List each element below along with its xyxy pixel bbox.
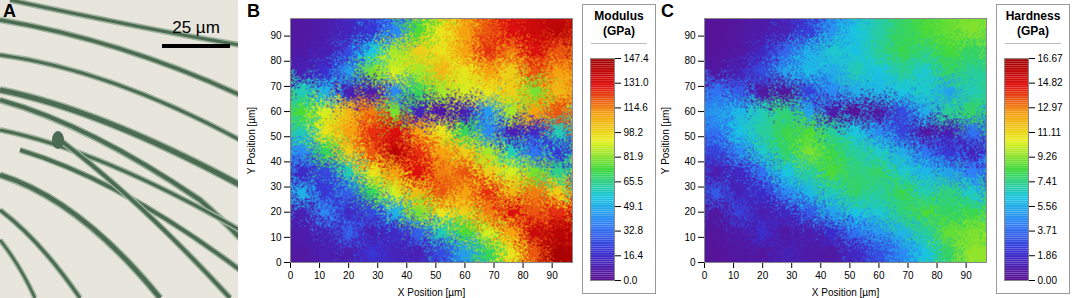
html-text:Hardness (GPa): Hardness (GPa) xyxy=(1005,9,1061,38)
svg-text:131.0: 131.0 xyxy=(624,77,649,88)
svg-text:70: 70 xyxy=(902,270,914,281)
svg-text:20: 20 xyxy=(343,270,355,281)
svg-text:40: 40 xyxy=(684,156,696,167)
svg-text:32.8: 32.8 xyxy=(624,225,644,236)
svg-text:0: 0 xyxy=(288,270,294,281)
svg-text:40: 40 xyxy=(401,270,413,281)
svg-text:25 µm: 25 µm xyxy=(172,18,220,37)
svg-text:50: 50 xyxy=(844,270,856,281)
svg-text:16.67: 16.67 xyxy=(1038,53,1063,64)
svg-text:90: 90 xyxy=(684,30,696,41)
svg-text:50: 50 xyxy=(684,131,696,142)
svg-text:40: 40 xyxy=(270,156,282,167)
svg-text:10: 10 xyxy=(684,232,696,243)
svg-text:0.00: 0.00 xyxy=(1038,275,1058,286)
svg-text:16.4: 16.4 xyxy=(624,250,644,261)
svg-text:30: 30 xyxy=(372,270,384,281)
svg-text:Y Position [µm]: Y Position [µm] xyxy=(660,107,671,174)
svg-text:65.5: 65.5 xyxy=(624,176,644,187)
svg-text:30: 30 xyxy=(786,270,798,281)
svg-text:147.4: 147.4 xyxy=(624,53,649,64)
svg-text:114.6: 114.6 xyxy=(624,102,649,113)
svg-text:0: 0 xyxy=(702,270,708,281)
svg-text:3.71: 3.71 xyxy=(1038,225,1058,236)
svg-text:20: 20 xyxy=(270,206,282,217)
svg-text:0: 0 xyxy=(276,257,282,268)
svg-text:80: 80 xyxy=(684,55,696,66)
svg-text:30: 30 xyxy=(270,181,282,192)
html-text:A: A xyxy=(3,1,16,21)
svg-text:20: 20 xyxy=(757,270,769,281)
svg-text:0: 0 xyxy=(690,257,696,268)
svg-text:0.0: 0.0 xyxy=(624,275,638,286)
svg-text:Y Position [µm]: Y Position [µm] xyxy=(246,107,257,174)
svg-text:1.86: 1.86 xyxy=(1038,250,1058,261)
svg-text:90: 90 xyxy=(961,270,973,281)
svg-text:80: 80 xyxy=(270,55,282,66)
svg-text:70: 70 xyxy=(270,81,282,92)
svg-text:70: 70 xyxy=(488,270,500,281)
svg-text:49.1: 49.1 xyxy=(624,201,644,212)
html-text:C: C xyxy=(661,1,674,21)
svg-text:20: 20 xyxy=(684,206,696,217)
svg-text:70: 70 xyxy=(684,81,696,92)
svg-text:90: 90 xyxy=(547,270,559,281)
svg-text:10: 10 xyxy=(728,270,740,281)
svg-text:10: 10 xyxy=(270,232,282,243)
svg-text:40: 40 xyxy=(815,270,827,281)
svg-text:60: 60 xyxy=(684,106,696,117)
svg-text:60: 60 xyxy=(873,270,885,281)
svg-text:81.9: 81.9 xyxy=(624,151,644,162)
svg-text:50: 50 xyxy=(270,131,282,142)
html-text:Modulus (GPa): Modulus (GPa) xyxy=(594,9,644,38)
svg-text:50: 50 xyxy=(430,270,442,281)
svg-text:10: 10 xyxy=(314,270,326,281)
svg-text:X Position [µm]: X Position [µm] xyxy=(398,287,466,298)
svg-text:60: 60 xyxy=(270,106,282,117)
svg-text:98.2: 98.2 xyxy=(624,127,644,138)
svg-text:9.26: 9.26 xyxy=(1038,151,1058,162)
html-text:B: B xyxy=(247,1,260,21)
svg-text:60: 60 xyxy=(459,270,471,281)
svg-text:11.11: 11.11 xyxy=(1038,127,1062,138)
svg-text:80: 80 xyxy=(932,270,944,281)
svg-text:80: 80 xyxy=(518,270,530,281)
svg-text:12.97: 12.97 xyxy=(1038,102,1063,113)
svg-text:5.56: 5.56 xyxy=(1038,201,1058,212)
svg-text:14.82: 14.82 xyxy=(1038,77,1063,88)
svg-text:30: 30 xyxy=(684,181,696,192)
svg-text:90: 90 xyxy=(270,30,282,41)
svg-text:7.41: 7.41 xyxy=(1038,176,1058,187)
svg-text:X Position [µm]: X Position [µm] xyxy=(812,287,880,298)
